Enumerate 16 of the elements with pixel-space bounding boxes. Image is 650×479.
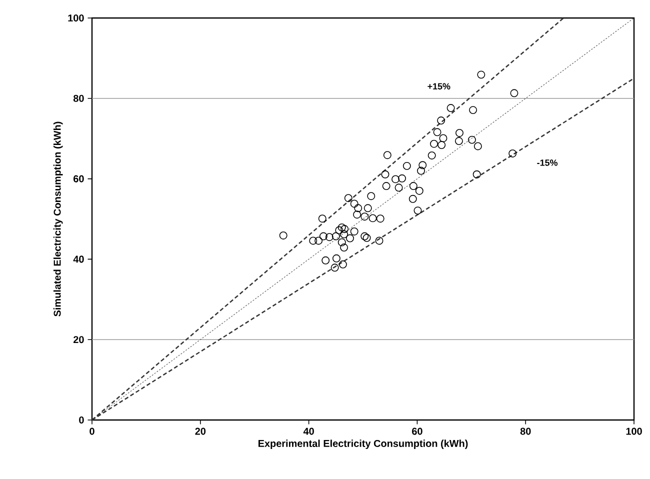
x-tick-label: 80 bbox=[520, 428, 531, 435]
y-tick-label: 80 bbox=[73, 94, 84, 102]
x-tick-label: 0 bbox=[90, 428, 94, 435]
x-tick-label: 40 bbox=[303, 428, 314, 435]
x-axis-title: Experimental Electricity Consumption (kWh) bbox=[258, 440, 468, 449]
annotation: -15% bbox=[537, 160, 558, 166]
y-tick-label: 60 bbox=[74, 175, 84, 182]
annotation: +15% bbox=[428, 83, 450, 90]
y-tick-label: 0 bbox=[79, 416, 84, 424]
x-tick-label: 20 bbox=[195, 428, 206, 435]
y-tick-label: 20 bbox=[73, 336, 84, 344]
y-axis-title: Simulated Electricity Consumption (kWh) bbox=[53, 122, 63, 316]
x-tick-label: 60 bbox=[412, 428, 422, 435]
y-tick-label: 100 bbox=[68, 14, 84, 22]
y-tick-label: 40 bbox=[73, 256, 84, 263]
x-tick-label: 100 bbox=[626, 428, 642, 435]
